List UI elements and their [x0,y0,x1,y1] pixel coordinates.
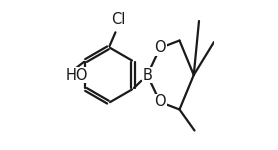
Text: Cl: Cl [111,12,126,27]
Text: HO: HO [66,68,88,82]
Text: B: B [142,68,152,82]
Text: O: O [154,94,166,110]
Text: O: O [154,40,166,56]
